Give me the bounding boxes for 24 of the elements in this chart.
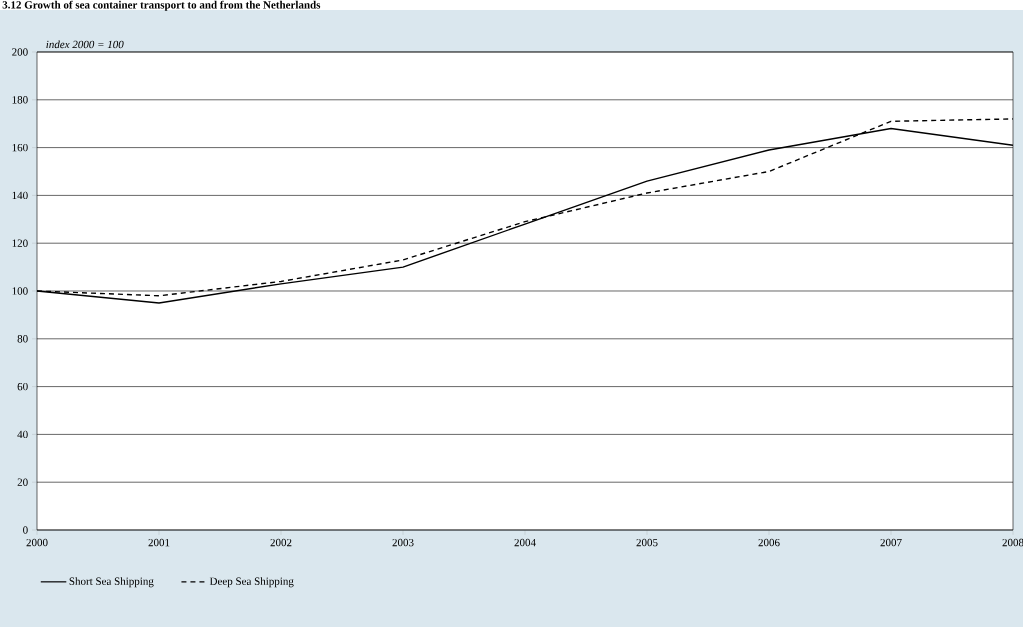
x-tick-label: 2005: [636, 538, 658, 547]
y-tick-label: 80: [17, 335, 28, 343]
x-tick-label: 2000: [26, 538, 48, 547]
x-tick-label: 2007: [880, 538, 902, 547]
y-tick-label: 100: [12, 287, 28, 295]
y-tick-label: 20: [17, 478, 28, 486]
y-tick-label: 180: [12, 96, 28, 104]
y-tick-label: 140: [12, 191, 28, 200]
legend-label: Short Sea Shipping: [69, 577, 154, 588]
y-tick-label: 200: [12, 48, 28, 56]
y-axis-title: index 2000 = 100: [46, 40, 124, 49]
y-tick-label: 0: [23, 526, 28, 534]
x-tick-label: 2001: [148, 538, 170, 547]
x-tick-label: 2008: [1002, 538, 1023, 547]
y-tick-label: 60: [17, 382, 28, 391]
x-tick-label: 2006: [758, 538, 780, 547]
y-tick-label: 160: [12, 143, 28, 152]
chart-title: 3.12 Growth of sea container transport to and from the Netherlands: [2, 0, 321, 11]
y-tick-label: 120: [12, 239, 28, 247]
x-tick-label: 2003: [392, 538, 414, 547]
x-tick-label: 2004: [514, 538, 536, 547]
legend-label: Deep Sea Shipping: [209, 577, 294, 588]
y-tick-label: 40: [17, 430, 28, 439]
x-tick-label: 2002: [270, 538, 292, 547]
